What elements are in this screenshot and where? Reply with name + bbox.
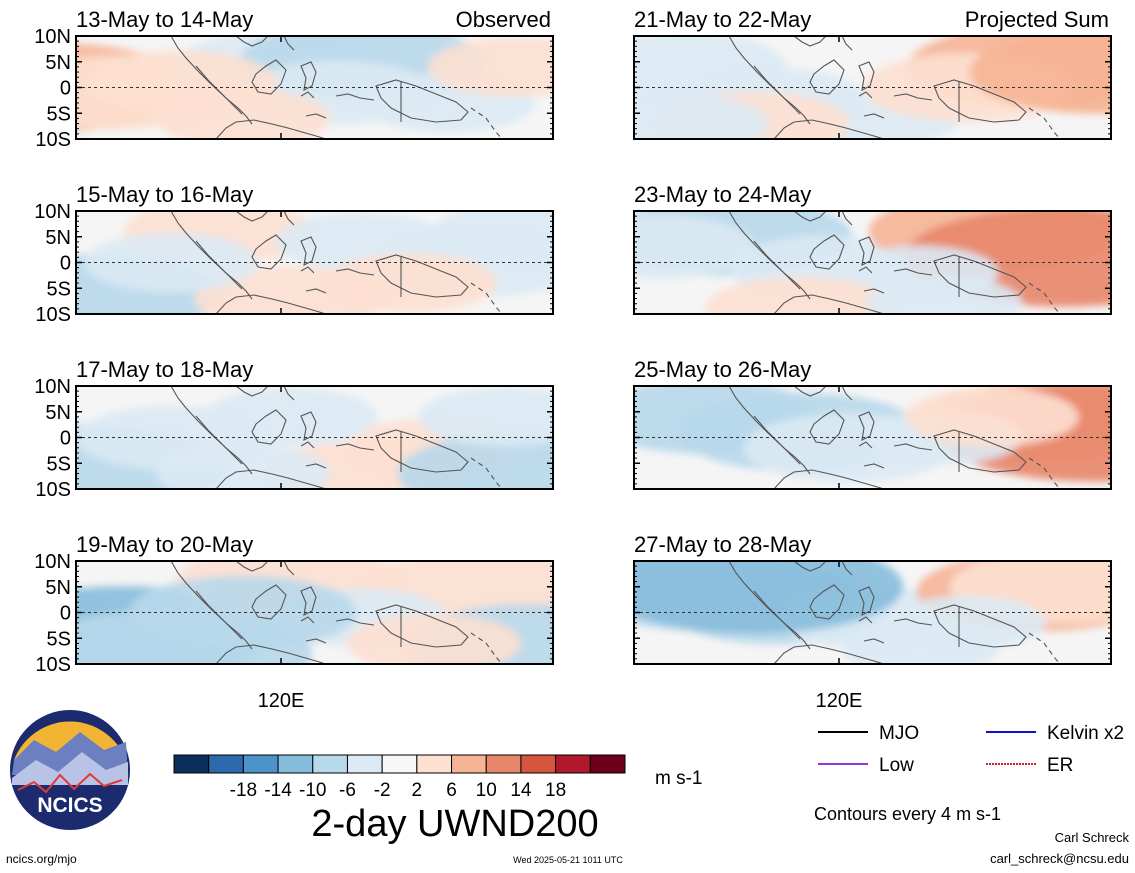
panel-title: 25-May to 26-May: [634, 357, 811, 382]
map-panel-p8: 27-May to 28-May: [633, 532, 1112, 665]
colorbar-swatch: [589, 754, 626, 774]
lat-label: 5S: [47, 628, 71, 650]
anomaly-blob: [84, 233, 259, 292]
map-panel-p7: 25-May to 26-May: [633, 357, 1112, 490]
colorbar-swatch: [520, 754, 557, 774]
colorbar-swatch: [555, 754, 591, 774]
anomaly-blob: [634, 561, 904, 634]
anomaly-blob: [842, 621, 999, 664]
colorbar-tick: -2: [374, 780, 391, 801]
legend-label: MJO: [879, 723, 919, 744]
lat-label: 10S: [35, 304, 71, 326]
colorbar-tick: -6: [339, 780, 356, 801]
panel-title: 21-May to 22-May: [634, 7, 811, 32]
legend-label: Kelvin x2: [1047, 723, 1124, 744]
anomaly-blob: [128, 575, 357, 650]
lat-label: 0: [60, 78, 71, 100]
logo-text: NCICS: [37, 794, 102, 817]
colorbar-tick: 6: [446, 780, 457, 801]
anomaly-blob: [704, 276, 897, 314]
colorbar-tick: 18: [545, 780, 566, 801]
legend-label: ER: [1047, 755, 1073, 776]
ncics-logo: NCICS: [10, 710, 130, 830]
lon-label-right: 120E: [816, 690, 863, 712]
lat-label: 5S: [47, 278, 71, 300]
lon-label-left: 120E: [258, 690, 305, 712]
panel-title: 23-May to 24-May: [634, 182, 811, 207]
lat-label: 0: [60, 603, 71, 625]
colorbar-tick: 14: [510, 780, 532, 801]
colorbar-swatch: [451, 754, 487, 774]
lat-label: 10N: [34, 201, 71, 223]
lat-label: 10S: [35, 479, 71, 501]
colorbar-swatch: [485, 754, 522, 774]
anomaly-blob: [969, 36, 1111, 115]
anomaly-blob: [346, 613, 521, 664]
lat-label: 10N: [34, 26, 71, 48]
footer-email: carl_schreck@ncsu.edu: [990, 851, 1129, 866]
colorbar-swatch: [416, 754, 453, 774]
anomaly-blob: [155, 88, 330, 139]
footer-author: Carl Schreck: [1055, 830, 1130, 845]
lat-label: 10N: [34, 551, 71, 573]
anomaly-blob: [634, 215, 754, 280]
colorbar-tick: -14: [264, 780, 292, 801]
anomaly-blob: [866, 276, 1023, 314]
contour-note: Contours every 4 m s-1: [814, 804, 1001, 824]
anomaly-blob: [634, 94, 769, 139]
panel-title: 27-May to 28-May: [634, 532, 811, 557]
lat-label: 5N: [45, 52, 71, 74]
panel-tag: Projected Sum: [965, 7, 1109, 32]
lat-label: 5N: [45, 577, 71, 599]
anomaly-blob: [322, 253, 497, 313]
colorbar-swatch: [242, 754, 279, 774]
colorbar-tick: 10: [476, 780, 497, 801]
anomaly-blob: [155, 444, 330, 489]
panel-title: 17-May to 18-May: [76, 357, 253, 382]
footer-timestamp: Wed 2025-05-21 1011 UTC: [513, 855, 623, 865]
lat-label: 5N: [45, 402, 71, 424]
colorbar: -18 -14 -10 -6 -2 2 6 10 14 18: [173, 754, 626, 801]
anomaly-blob: [418, 387, 553, 447]
colorbar-swatch: [312, 754, 348, 774]
panel-title: 19-May to 20-May: [76, 532, 253, 557]
lat-label: 10N: [34, 376, 71, 398]
footer-url: ncics.org/mjo: [6, 852, 77, 866]
colorbar-tick: -18: [230, 780, 257, 801]
panel-tag: Observed: [456, 7, 551, 32]
anomaly-blob: [203, 387, 378, 447]
legend-label: Low: [879, 755, 914, 776]
lat-label: 0: [60, 253, 71, 275]
colorbar-swatch: [381, 754, 418, 774]
lat-label: 5S: [47, 453, 71, 475]
panel-title: 15-May to 16-May: [76, 182, 253, 207]
colorbar-swatch: [346, 754, 383, 774]
map-panel-p5: 21-May to 22-May Projected Sum: [633, 7, 1112, 140]
map-panel-p6: 23-May to 24-May: [633, 182, 1112, 315]
colorbar-swatch: [173, 754, 210, 774]
lat-label: 5N: [45, 227, 71, 249]
lat-label: 10S: [35, 129, 71, 151]
lat-label: 5S: [47, 103, 71, 125]
colorbar-swatch: [277, 754, 314, 774]
colorbar-swatch: [208, 754, 244, 774]
panel-title: 13-May to 14-May: [76, 7, 253, 32]
line-legend: MJO Kelvin x2 Low ER: [818, 723, 1124, 776]
anomaly-blob: [433, 211, 553, 264]
colorbar-units: m s-1: [655, 768, 703, 789]
colorbar-tick: -10: [299, 780, 326, 801]
colorbar-tick: 2: [412, 780, 423, 801]
lat-label: 0: [60, 428, 71, 450]
anomaly-blob: [427, 37, 553, 97]
map-panel-p1: 13-May to 14-May Observed 10N 5N 0 5S 10S: [34, 7, 554, 151]
map-title: 2-day UWND200: [311, 803, 598, 845]
lat-label: 10S: [35, 654, 71, 676]
